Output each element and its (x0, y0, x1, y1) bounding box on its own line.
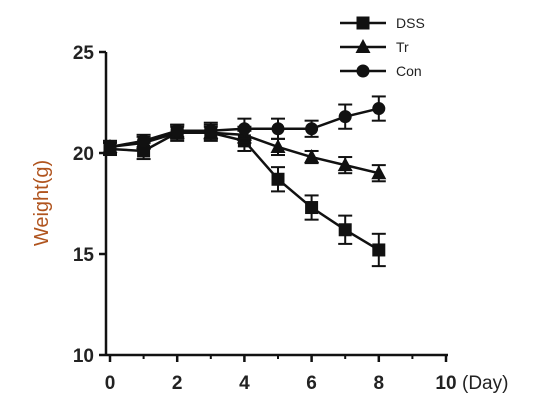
y-axis-label: Weight(g) (31, 160, 53, 246)
x-tick-label: 8 (374, 373, 385, 394)
y-tick-label: 20 (73, 144, 94, 165)
legend: DSS Tr Con (340, 15, 425, 79)
series-layer (102, 95, 387, 268)
series-con (103, 95, 386, 154)
legend-entry-con: Con (340, 63, 422, 79)
data-point (237, 122, 251, 136)
x-tick-label: 4 (239, 373, 250, 394)
data-point (371, 165, 387, 180)
x-axis-unit-label: (Day) (462, 373, 508, 394)
data-point (338, 110, 352, 124)
x-tick-label: 0 (105, 373, 116, 394)
data-point (338, 223, 352, 237)
data-point (170, 124, 184, 138)
legend-label: Tr (396, 39, 409, 55)
legend-entry-tr: Tr (340, 39, 409, 55)
legend-label: DSS (396, 15, 425, 31)
data-point (204, 124, 218, 138)
y-tick-label: 10 (73, 346, 94, 367)
data-point (271, 172, 285, 186)
x-tick-label: 6 (306, 373, 317, 394)
data-point (271, 122, 285, 136)
legend-entry-dss: DSS (340, 15, 425, 31)
y-tick-label: 15 (73, 245, 95, 266)
axes: 10 15 20 25 0 2 4 6 8 10 (73, 43, 457, 394)
data-point (337, 157, 353, 172)
data-point (137, 134, 151, 148)
y-tick-label: 25 (73, 43, 95, 64)
data-point (270, 138, 286, 153)
legend-marker (356, 64, 370, 78)
legend-marker (356, 16, 370, 30)
x-tick-label: 10 (435, 373, 456, 394)
data-point (372, 102, 386, 116)
data-point (372, 243, 386, 257)
data-point (305, 122, 319, 136)
data-point (305, 201, 319, 215)
legend-label: Con (396, 63, 422, 79)
x-tick-label: 2 (172, 373, 183, 394)
legend-marker (355, 39, 371, 53)
data-point (103, 140, 117, 154)
data-point (304, 149, 320, 164)
